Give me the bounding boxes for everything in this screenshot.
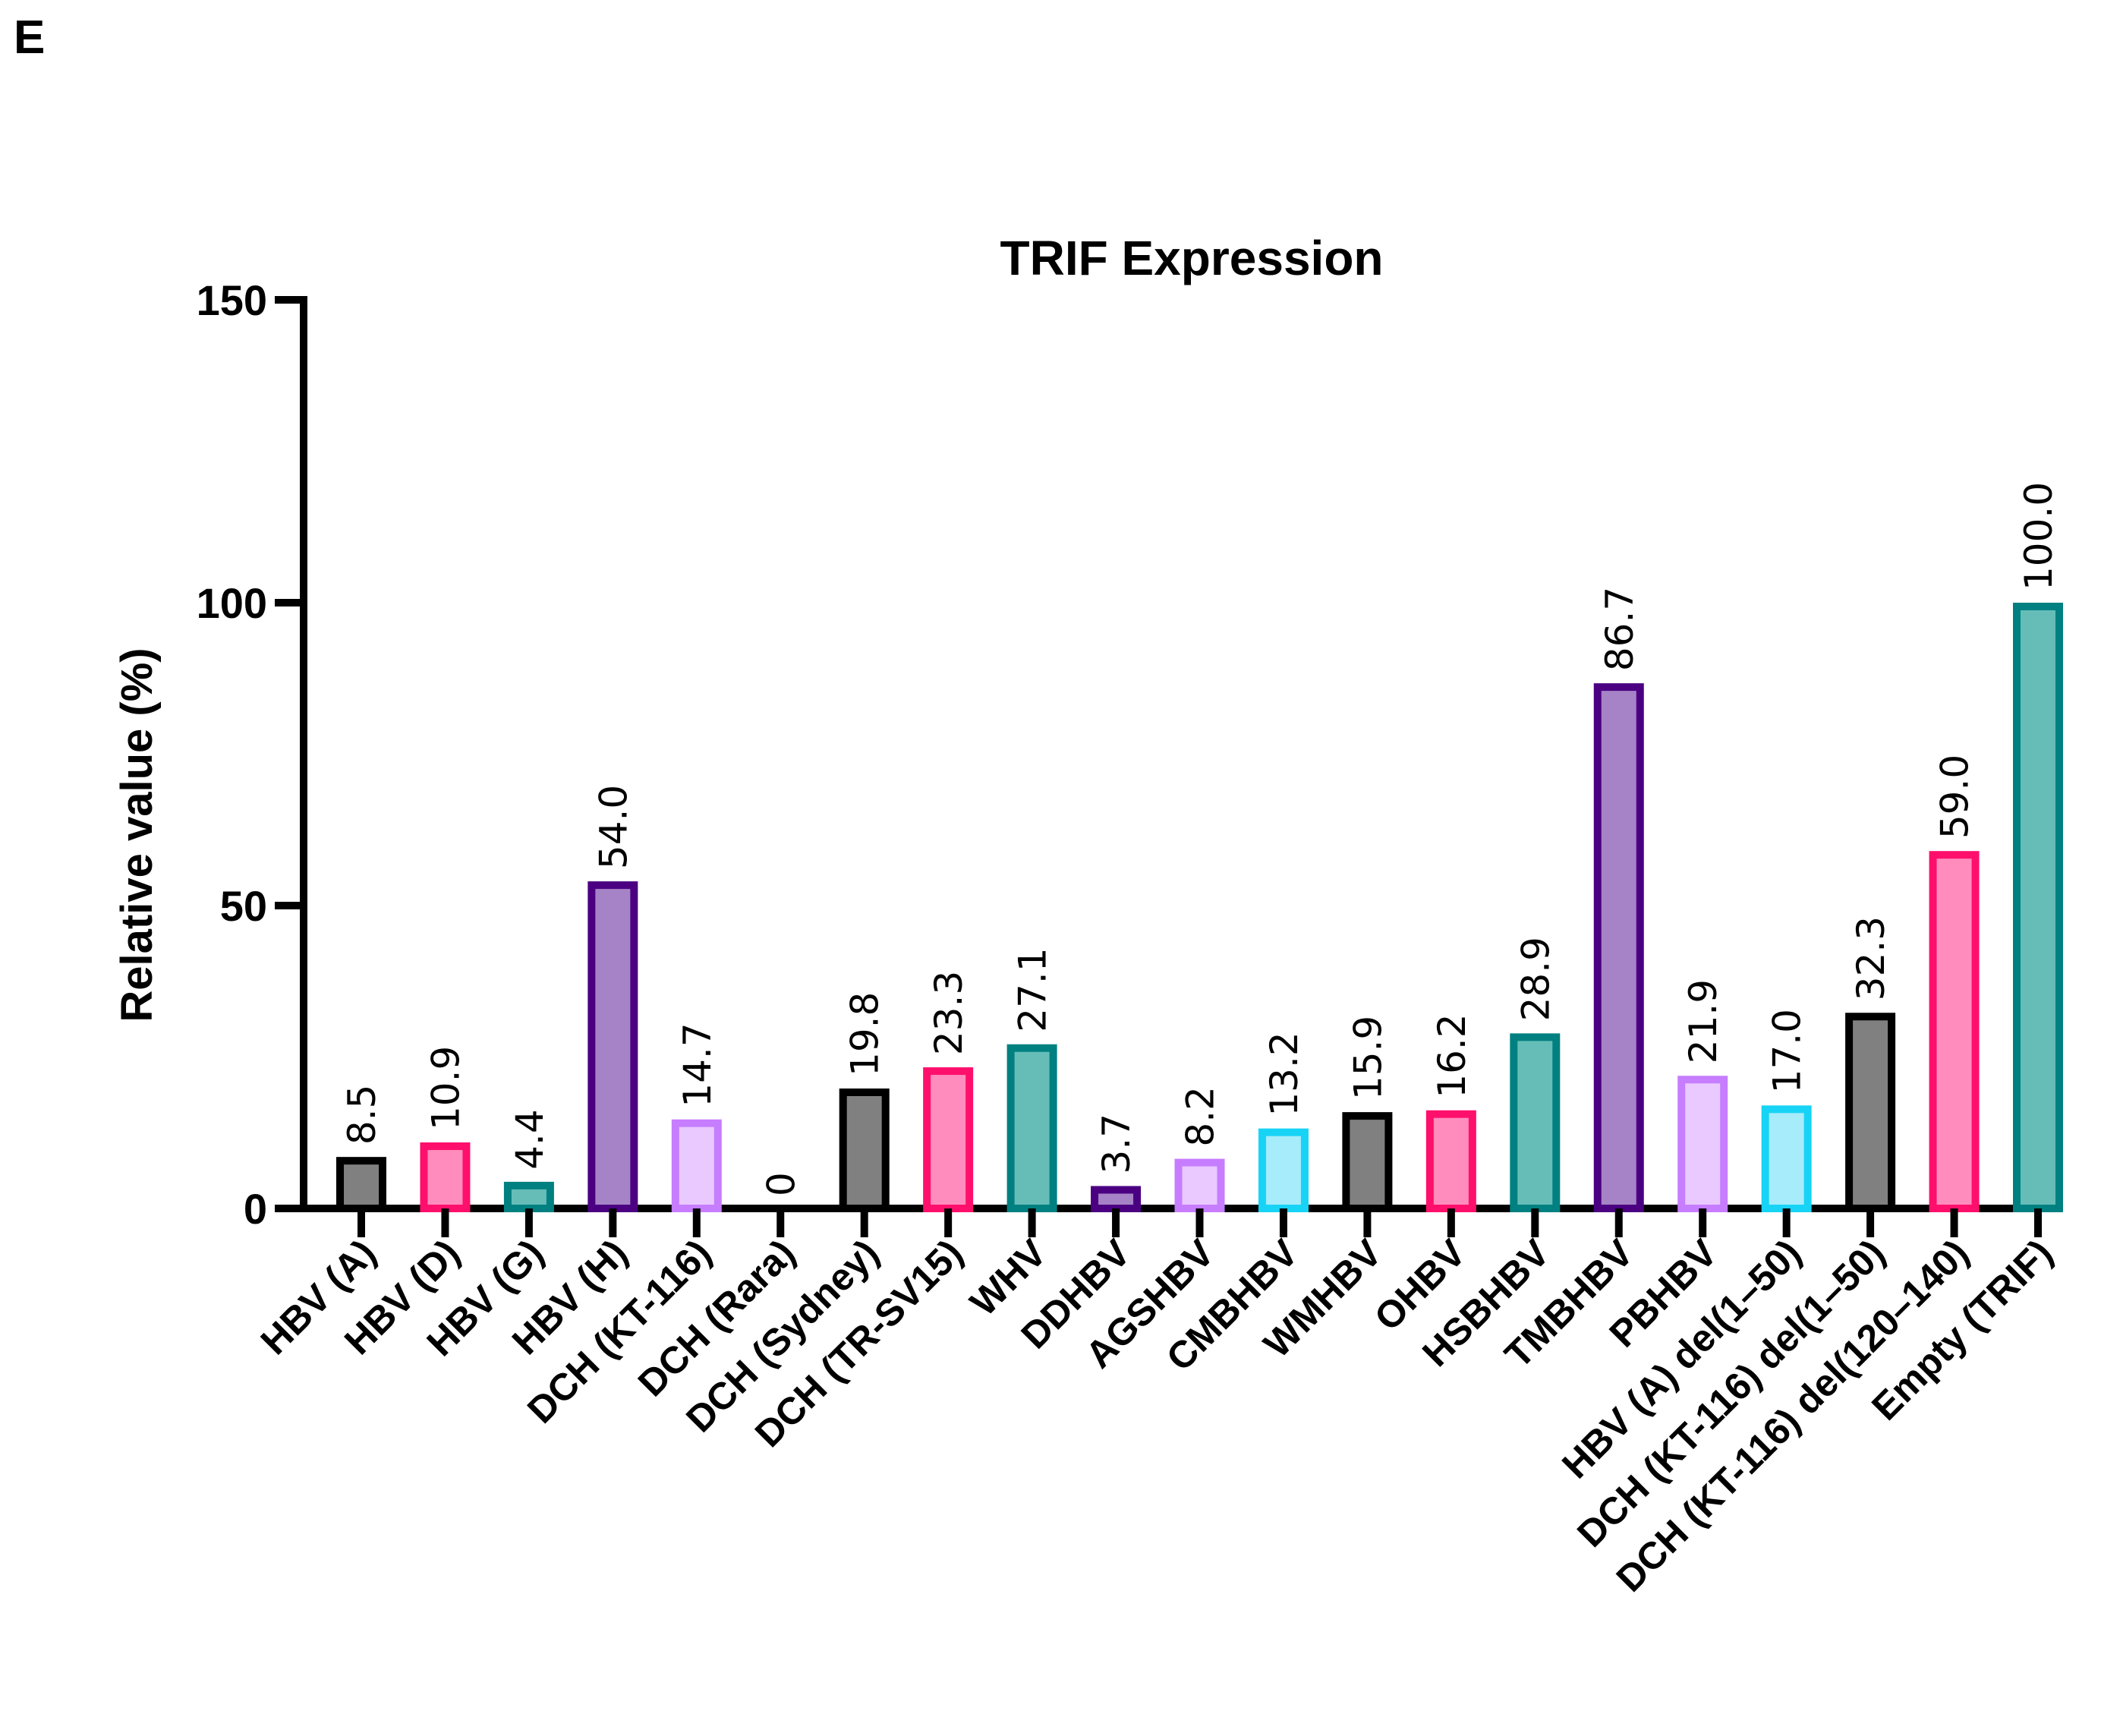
- y-tick-label: 100: [197, 579, 267, 627]
- y-tick-label: 50: [220, 882, 267, 930]
- chart-title: TRIF Expression: [1000, 231, 1384, 285]
- data-label: 10.9: [424, 1046, 468, 1130]
- data-label: 27.1: [1011, 947, 1055, 1032]
- data-label: 54.0: [591, 785, 635, 869]
- bar: [1761, 1105, 1812, 1212]
- bar: [1091, 1186, 1142, 1212]
- data-label: 16.2: [1430, 1013, 1474, 1098]
- data-label: 17.0: [1766, 1009, 1810, 1093]
- y-tick-label: 0: [244, 1185, 267, 1233]
- bar: [1593, 683, 1644, 1212]
- bar: [503, 1181, 554, 1212]
- bar: [1845, 1013, 1896, 1212]
- y-tick-label: 150: [197, 276, 267, 324]
- bar: [1174, 1158, 1225, 1212]
- panel-label: E: [14, 11, 46, 64]
- data-label: 0: [759, 1172, 803, 1196]
- data-labels: 8.5 10.9 4.4 54.0 14.7 0 19.8 23.3 27.1 3.7 8.2 13.…: [340, 482, 2061, 1196]
- data-label: 23.3: [927, 971, 971, 1055]
- data-label: 32.3: [1849, 916, 1893, 1000]
- data-label: 3.7: [1095, 1114, 1139, 1174]
- bar: [1342, 1112, 1393, 1213]
- bar: [587, 881, 638, 1212]
- bar: [1929, 851, 1980, 1213]
- data-label: 15.9: [1346, 1016, 1390, 1100]
- data-label: 19.8: [843, 992, 887, 1076]
- data-label: 8.2: [1179, 1086, 1223, 1147]
- y-axis-label: Relative value (%): [112, 647, 162, 1022]
- bar: [336, 1157, 386, 1213]
- data-label: 86.7: [1598, 587, 1642, 671]
- bar: [839, 1088, 890, 1212]
- bar: [1677, 1076, 1728, 1213]
- bar: [1510, 1033, 1561, 1213]
- data-label: 14.7: [676, 1022, 720, 1107]
- bar: [1425, 1110, 1476, 1212]
- bar: [671, 1119, 722, 1212]
- data-label: 13.2: [1262, 1032, 1306, 1116]
- bar: [1258, 1128, 1309, 1212]
- bar: [923, 1067, 974, 1213]
- data-label: 21.9: [1681, 979, 1725, 1063]
- data-label: 4.4: [508, 1109, 552, 1170]
- data-label: 8.5: [340, 1085, 384, 1145]
- x-tick-labels: HBV (A)HBV (D)HBV (G)HBV (H)DCH (KT-116)…: [253, 1208, 2061, 1600]
- data-label: 59.0: [1933, 755, 1977, 839]
- data-label: 100.0: [2017, 482, 2061, 591]
- bar: [2013, 603, 2063, 1212]
- bar: [420, 1142, 471, 1212]
- bar: [1006, 1044, 1057, 1212]
- data-label: 28.9: [1514, 937, 1558, 1021]
